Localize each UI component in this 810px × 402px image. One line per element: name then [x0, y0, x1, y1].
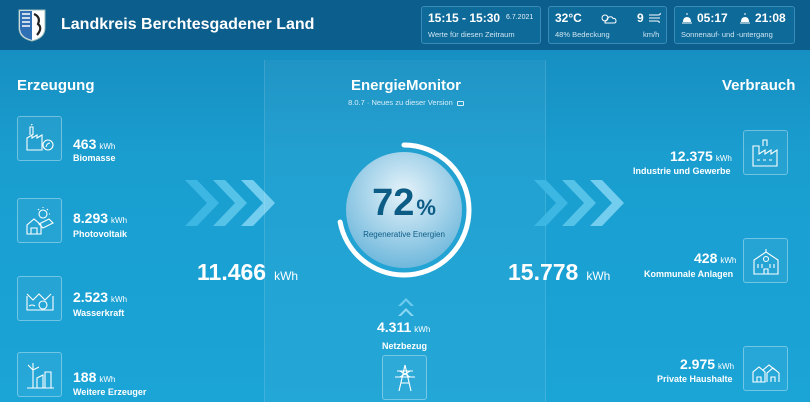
percent-sign: % — [416, 195, 436, 220]
weather-box[interactable]: 32°C 9 48% Bedeckung km/h — [548, 6, 667, 44]
version-link[interactable]: 8.0.7 · Neues zu dieser Version — [265, 98, 547, 107]
municipal-value: 428 — [694, 250, 718, 266]
other-producers-icon[interactable] — [17, 352, 62, 397]
date: 6.7.2021 — [506, 14, 534, 21]
monitor-section: EnergieMonitor 8.0.7 · Neues zu dieser V… — [264, 60, 546, 402]
wind-value: 9 — [637, 11, 644, 25]
renewable-label: Regenerative Energien — [363, 230, 445, 239]
sun-caption: Sonnenauf- und -untergang — [681, 30, 773, 39]
consumption-section: Verbrauch 15.778 kWh 12.375 kWh Industrie … — [508, 60, 810, 402]
hydropower-value: 2.523 — [73, 289, 109, 305]
biomass-value: 463 — [73, 136, 97, 152]
photovoltaic-value: 8.293 — [73, 210, 109, 226]
sunrise-icon — [682, 13, 692, 24]
header-bar: Landkreis Berchtesgadener Land 15:15 - 1… — [0, 0, 810, 50]
consumption-title: Verbrauch — [722, 77, 796, 94]
production-total: 11.466 — [197, 259, 267, 285]
households-icon[interactable] — [743, 346, 788, 391]
cloud-icon — [601, 14, 617, 24]
hydropower-icon[interactable] — [17, 276, 62, 321]
renewable-percent: 72% — [336, 182, 472, 225]
municipal-unit: kWh — [720, 256, 737, 265]
book-icon — [456, 100, 464, 106]
power-pylon-icon[interactable] — [382, 355, 427, 400]
production-total-unit: kWh — [274, 269, 299, 283]
sunset-icon — [740, 13, 750, 24]
app-name: EnergieMonitor — [350, 77, 461, 94]
municipal-building-icon[interactable] — [743, 238, 788, 283]
biomass-unit: kWh — [99, 142, 116, 151]
cloud-caption: 48% Bedeckung — [555, 30, 610, 39]
industry-unit: kWh — [715, 154, 732, 163]
sunset-time: 21:08 — [755, 11, 786, 25]
production-section: Erzeugung 463 kWh Biomasse 8.293 kWh Photo… — [0, 60, 298, 402]
industry-icon[interactable] — [743, 130, 788, 175]
consumption-total: 15.778 — [508, 259, 579, 285]
time-range: 15:15 - 15:30 — [428, 11, 501, 25]
photovoltaic-label: Photovoltaik — [73, 229, 128, 239]
chevrons-right-icon — [185, 180, 275, 226]
photovoltaic-icon[interactable] — [17, 198, 62, 243]
time-caption: Werte für diesen Zeitraum — [428, 30, 515, 39]
chevrons-right-icon — [534, 180, 624, 226]
renewable-percent-value: 72 — [372, 182, 415, 224]
version-text: 8.0.7 · Neues zu dieser Version — [348, 98, 453, 107]
other-producers-value: 188 — [73, 369, 97, 385]
households-value: 2.975 — [680, 356, 716, 372]
biomass-label: Biomasse — [73, 153, 116, 163]
gauge-disc — [346, 152, 462, 268]
industry-value: 12.375 — [670, 148, 713, 164]
hydropower-label: Wasserkraft — [73, 308, 125, 318]
coat-of-arms-logo — [18, 9, 46, 42]
biomass-icon[interactable] — [17, 116, 62, 161]
municipal-label: Kommunale Anlagen — [644, 269, 734, 279]
production-title: Erzeugung — [17, 77, 95, 94]
sun-box[interactable]: 05:17 21:08 Sonnenauf- und -untergang — [674, 6, 795, 44]
grid-unit: kWh — [414, 325, 431, 334]
renewable-gauge — [336, 142, 472, 278]
temperature: 32°C — [555, 11, 582, 25]
consumption-total-unit: kWh — [586, 269, 611, 283]
gauge-arc — [336, 142, 472, 278]
wind-unit: km/h — [643, 30, 660, 39]
other-producers-unit: kWh — [99, 375, 116, 384]
photovoltaic-unit: kWh — [111, 216, 128, 225]
industry-label: Industrie und Gewerbe — [633, 166, 731, 176]
households-unit: kWh — [718, 362, 735, 371]
page-title: Landkreis Berchtesgadener Land — [61, 16, 315, 33]
chevrons-up-icon — [398, 298, 414, 316]
time-range-box[interactable]: 15:15 - 15:30 6.7.2021 Werte für diesen … — [421, 6, 541, 44]
other-producers-label: Weitere Erzeuger — [73, 387, 147, 397]
hydropower-unit: kWh — [111, 295, 128, 304]
sunrise-time: 05:17 — [697, 11, 728, 25]
wind-icon — [649, 12, 661, 23]
grid-value: 4.311 — [377, 319, 412, 335]
households-label: Private Haushalte — [657, 374, 733, 384]
grid-label: Netzbezug — [382, 341, 427, 351]
